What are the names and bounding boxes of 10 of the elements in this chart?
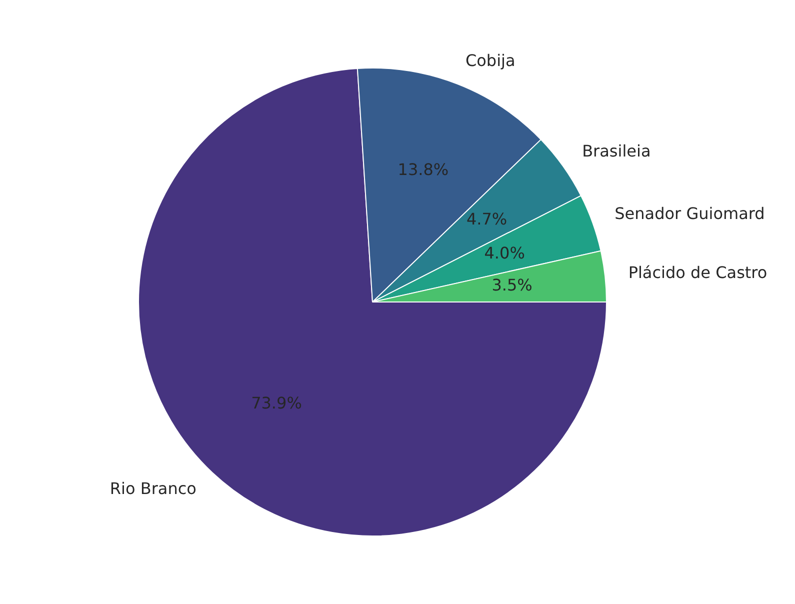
data-label: 13.8% bbox=[398, 160, 449, 180]
slice-label: Cobija bbox=[465, 51, 516, 70]
slice-label: Senador Guiomard bbox=[614, 204, 765, 223]
data-label: 4.7% bbox=[466, 210, 508, 229]
data-label: 3.5% bbox=[492, 276, 532, 295]
slice-label: Brasileia bbox=[582, 142, 651, 161]
data-label: 4.0% bbox=[484, 244, 525, 263]
data-label: 73.9% bbox=[251, 394, 302, 413]
slice-label: Rio Branco bbox=[110, 478, 196, 498]
slice-label: Plácido de Castro bbox=[628, 262, 768, 282]
